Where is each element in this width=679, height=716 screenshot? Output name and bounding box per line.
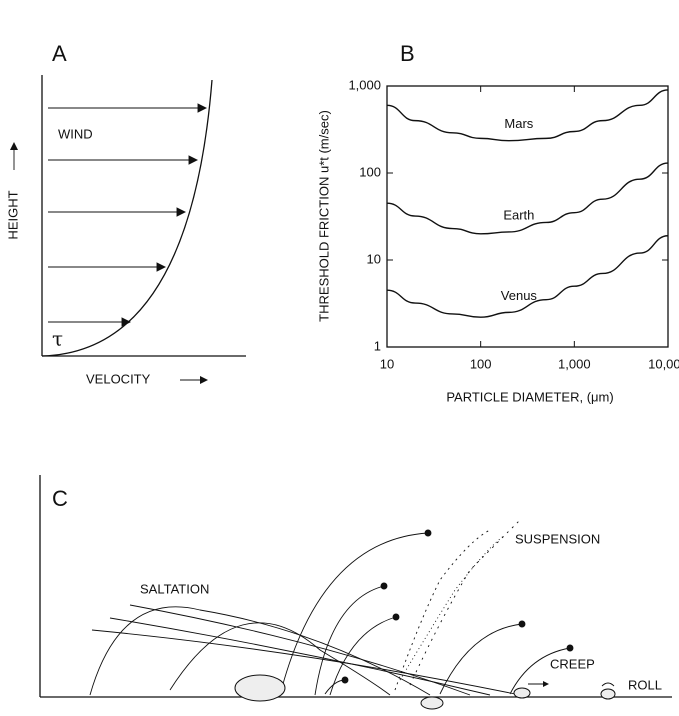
trajectories bbox=[89, 519, 574, 696]
arrow-head bbox=[200, 376, 208, 384]
y-tick-label: 1,000 bbox=[348, 77, 381, 92]
saltation-label: SALTATION bbox=[140, 581, 209, 596]
grains bbox=[234, 674, 616, 710]
curve bbox=[386, 162, 669, 235]
curve bbox=[386, 89, 669, 142]
x-tick-label: 10,000 bbox=[648, 356, 679, 371]
x-tick-label: 1,000 bbox=[558, 356, 591, 371]
plot-frame bbox=[386, 85, 669, 348]
panel-a: A WIND τ HEIGHT VELOCITY bbox=[5, 41, 246, 386]
x-label: VELOCITY bbox=[86, 371, 151, 386]
panel-c: C SALTATION SUSPENSION bbox=[39, 475, 672, 710]
series-label: Earth bbox=[503, 207, 534, 222]
series-label: Venus bbox=[501, 288, 538, 303]
panel-letter: A bbox=[52, 41, 67, 66]
wind-label: WIND bbox=[58, 126, 93, 141]
curve bbox=[386, 235, 669, 318]
panel-b: B THRESHOLD FRICTION u*t (m/sec) PARTICL… bbox=[316, 41, 679, 405]
y-tick-label: 1 bbox=[374, 338, 381, 353]
creep-label: CREEP bbox=[550, 656, 595, 671]
x-tick-label: 100 bbox=[470, 356, 492, 371]
x-tick-label: 10 bbox=[380, 356, 394, 371]
suspension-label: SUSPENSION bbox=[515, 531, 600, 546]
y-label: THRESHOLD FRICTION u*t (m/sec) bbox=[316, 110, 331, 322]
panel-letter: C bbox=[52, 486, 68, 511]
roll-label: ROLL bbox=[628, 677, 662, 692]
tau: τ bbox=[52, 327, 63, 351]
y-tick-label: 100 bbox=[359, 164, 381, 179]
wind-profile bbox=[41, 79, 213, 357]
x-label: PARTICLE DIAMETER, (μm) bbox=[446, 389, 613, 404]
arrow-head bbox=[10, 142, 18, 150]
series-label: Mars bbox=[504, 116, 533, 131]
wind-arrows bbox=[48, 103, 208, 327]
y-tick-label: 10 bbox=[367, 251, 381, 266]
y-label: HEIGHT bbox=[5, 190, 20, 239]
panel-letter: B bbox=[400, 41, 415, 66]
